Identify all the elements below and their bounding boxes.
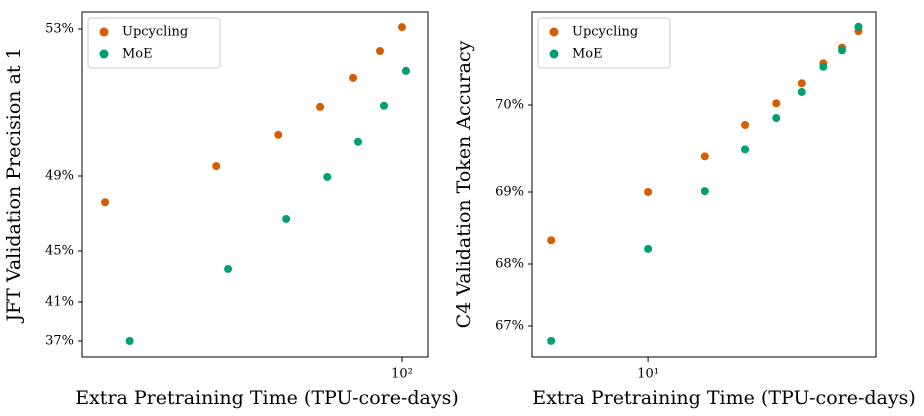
point <box>819 62 828 71</box>
point <box>316 102 325 111</box>
y-tick-label: 49% <box>45 169 74 184</box>
point <box>224 264 233 273</box>
legend-marker <box>99 27 109 37</box>
legend-marker <box>549 49 559 59</box>
x-axis-label: Extra Pretraining Time (TPU-core-days) <box>532 387 916 409</box>
plot-frame <box>81 11 429 358</box>
x-tick-label: 10¹ <box>637 367 659 382</box>
y-axis-label: JFT Validation Precision at 1 <box>3 47 25 323</box>
legend-marker <box>99 49 109 59</box>
point <box>547 236 556 245</box>
point <box>101 198 110 207</box>
legend-label: MoE <box>122 47 153 62</box>
point <box>547 336 556 345</box>
point <box>282 214 291 223</box>
y-tick-label: 45% <box>45 244 74 259</box>
point <box>700 187 709 196</box>
point <box>379 101 388 110</box>
point <box>797 79 806 88</box>
point <box>772 99 781 108</box>
legend-label: MoE <box>572 47 603 62</box>
legend-box <box>537 17 671 69</box>
point <box>349 73 358 82</box>
y-tick-label: 67% <box>495 319 524 334</box>
point <box>212 162 221 171</box>
legend-box <box>87 17 221 69</box>
point <box>700 152 709 161</box>
point <box>854 22 863 31</box>
point <box>797 87 806 96</box>
legend-marker <box>549 27 559 37</box>
point <box>772 114 781 123</box>
point <box>838 46 847 55</box>
y-tick-label: 68% <box>495 257 524 272</box>
point <box>125 337 134 345</box>
x-tick-label: 10² <box>391 367 413 382</box>
point <box>274 130 283 139</box>
point <box>644 244 653 253</box>
point <box>741 121 750 130</box>
point <box>323 172 332 181</box>
point <box>397 23 406 32</box>
legend-label: Upcycling <box>122 25 188 40</box>
y-axis-label: C4 Validation Token Accuracy <box>453 40 475 328</box>
y-tick-label: 41% <box>45 295 74 310</box>
point <box>644 188 653 196</box>
y-tick-label: 70% <box>495 98 524 113</box>
plot-frame <box>531 11 877 358</box>
y-tick-label: 37% <box>45 334 74 349</box>
point <box>401 66 410 75</box>
point <box>741 145 750 154</box>
point <box>375 47 384 56</box>
point <box>353 137 362 146</box>
y-tick-label: 53% <box>45 22 74 37</box>
x-axis-label: Extra Pretraining Time (TPU-core-days) <box>75 387 459 409</box>
legend-label: Upcycling <box>572 25 638 40</box>
y-tick-label: 69% <box>495 185 524 200</box>
